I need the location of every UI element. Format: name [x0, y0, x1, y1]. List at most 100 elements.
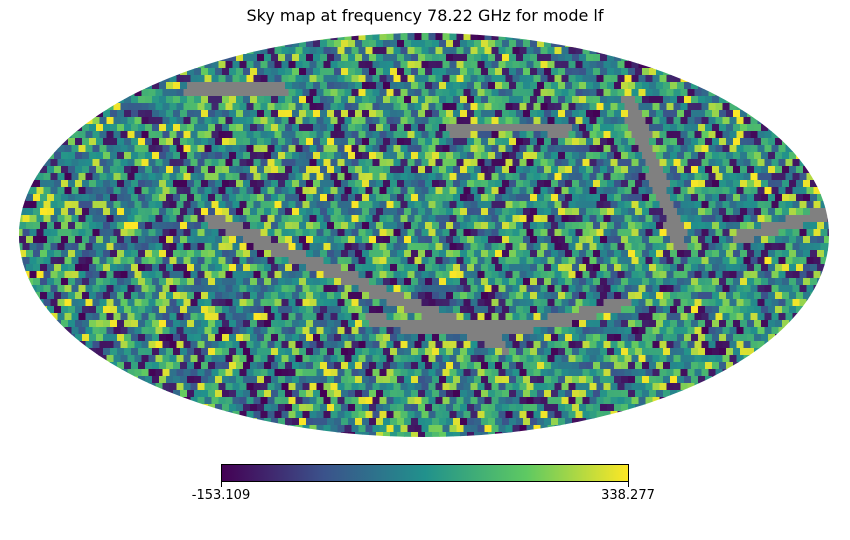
sky-pixel: [467, 166, 475, 174]
sky-pixel: [411, 278, 419, 286]
sky-pixel: [239, 117, 248, 125]
sky-pixel: [743, 271, 752, 279]
sky-pixel: [229, 96, 237, 104]
sky-pixel: [722, 215, 731, 223]
sky-pixel: [491, 75, 500, 83]
sky-pixel: [267, 271, 276, 279]
sky-pixel: [764, 271, 773, 279]
sky-pixel: [253, 285, 262, 293]
sky-pixel: [540, 369, 549, 377]
sky-pixel: [113, 369, 122, 377]
sky-pixel: [166, 250, 174, 258]
sky-pixel: [152, 222, 160, 230]
sky-pixel: [302, 243, 311, 251]
sky-pixel: [278, 362, 286, 370]
sky-pixel: [810, 166, 818, 174]
sky-pixel: [600, 166, 608, 174]
sky-pixel: [201, 348, 209, 356]
sky-pixel: [649, 222, 657, 230]
sky-pixel: [40, 278, 48, 286]
sky-pixel: [285, 320, 293, 328]
sky-pixel: [708, 201, 717, 209]
sky-pixel: [362, 54, 370, 62]
sky-pixel: [526, 243, 535, 251]
sky-pixel: [509, 334, 517, 342]
sky-pixel: [579, 138, 587, 146]
sky-pixel: [607, 82, 615, 90]
sky-pixel: [89, 194, 97, 202]
sky-pixel: [498, 201, 507, 209]
sky-pixel: [456, 173, 465, 181]
sky-pixel: [141, 187, 150, 195]
sky-pixel: [586, 152, 594, 160]
sky-pixel: [141, 257, 150, 265]
sky-pixel: [621, 110, 629, 118]
sky-pixel: [642, 222, 650, 230]
sky-pixel: [614, 306, 622, 314]
sky-pixel: [190, 117, 199, 125]
sky-pixel: [131, 208, 139, 216]
sky-pixel: [306, 320, 314, 328]
sky-pixel: [344, 117, 353, 125]
sky-pixel: [579, 96, 587, 104]
sky-pixel: [768, 222, 776, 230]
sky-pixel: [418, 96, 426, 104]
sky-pixel: [561, 271, 570, 279]
sky-pixel: [568, 173, 577, 181]
sky-pixel: [642, 96, 650, 104]
sky-pixel: [512, 117, 521, 125]
sky-pixel: [586, 96, 594, 104]
sky-pixel: [719, 264, 727, 272]
sky-pixel: [775, 264, 783, 272]
sky-pixel: [498, 257, 507, 265]
sky-pixel: [684, 194, 692, 202]
sky-pixel: [474, 110, 482, 118]
sky-pixel: [243, 362, 251, 370]
sky-pixel: [533, 355, 542, 363]
sky-pixel: [635, 68, 643, 76]
sky-pixel: [19, 264, 27, 272]
sky-pixel: [96, 138, 104, 146]
sky-pixel: [421, 327, 430, 335]
sky-pixel: [726, 180, 734, 188]
sky-pixel: [323, 229, 332, 237]
sky-pixel: [236, 320, 244, 328]
sky-pixel: [299, 208, 307, 216]
sky-pixel: [516, 334, 524, 342]
sky-pixel: [425, 180, 433, 188]
sky-pixel: [526, 257, 535, 265]
sky-pixel: [306, 362, 314, 370]
sky-pixel: [71, 159, 80, 167]
sky-pixel: [218, 341, 227, 349]
sky-pixel: [218, 327, 227, 335]
sky-pixel: [397, 264, 405, 272]
sky-pixel: [215, 82, 223, 90]
sky-pixel: [460, 320, 468, 328]
sky-pixel: [652, 173, 661, 181]
sky-pixel: [537, 222, 545, 230]
sky-pixel: [337, 215, 346, 223]
sky-pixel: [92, 201, 101, 209]
sky-pixel: [159, 306, 167, 314]
sky-pixel: [733, 334, 741, 342]
sky-pixel: [460, 82, 468, 90]
sky-pixel: [705, 180, 713, 188]
sky-pixel: [712, 236, 720, 244]
sky-pixel: [302, 299, 311, 307]
sky-pixel: [281, 341, 290, 349]
sky-pixel: [547, 369, 556, 377]
sky-pixel: [64, 299, 73, 307]
sky-pixel: [292, 180, 300, 188]
sky-pixel: [481, 166, 489, 174]
sky-pixel: [425, 40, 433, 48]
sky-pixel: [561, 369, 570, 377]
sky-pixel: [502, 166, 510, 174]
sky-pixel: [40, 180, 48, 188]
sky-pixel: [509, 138, 517, 146]
sky-pixel: [211, 187, 220, 195]
sky-pixel: [491, 243, 500, 251]
sky-pixel: [803, 194, 811, 202]
sky-pixel: [456, 327, 465, 335]
sky-pixel: [460, 362, 468, 370]
sky-pixel: [670, 152, 678, 160]
